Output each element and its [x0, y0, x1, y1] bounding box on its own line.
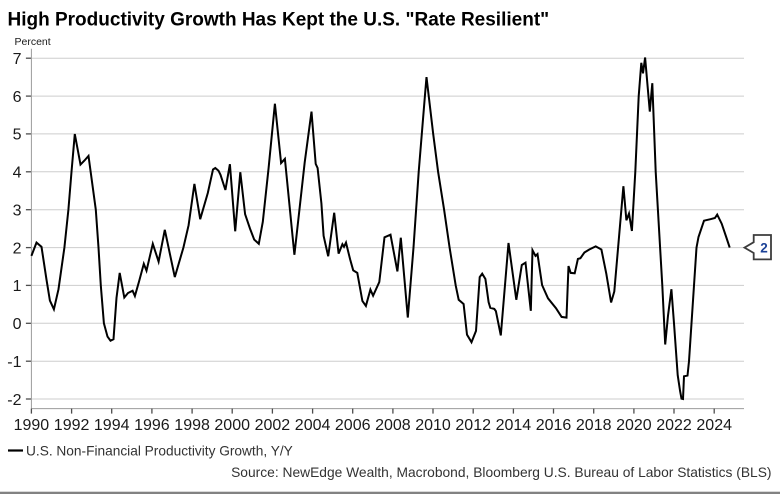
svg-text:1992: 1992: [54, 417, 90, 434]
svg-text:2014: 2014: [496, 417, 532, 434]
svg-text:2010: 2010: [415, 417, 451, 434]
svg-text:2020: 2020: [616, 417, 652, 434]
svg-text:1996: 1996: [134, 417, 170, 434]
svg-text:Source: NewEdge Wealth, Macrob: Source: NewEdge Wealth, Macrobond, Bloom…: [231, 465, 771, 480]
svg-text:1990: 1990: [14, 417, 50, 434]
svg-text:2012: 2012: [455, 417, 491, 434]
svg-text:2008: 2008: [375, 417, 411, 434]
svg-text:2016: 2016: [536, 417, 572, 434]
svg-text:7: 7: [13, 51, 22, 68]
svg-text:2024: 2024: [696, 417, 732, 434]
svg-text:2002: 2002: [255, 417, 291, 434]
svg-text:2000: 2000: [214, 417, 250, 434]
svg-text:2004: 2004: [295, 417, 331, 434]
svg-text:5: 5: [13, 127, 22, 144]
svg-text:2: 2: [13, 240, 22, 257]
svg-text:3: 3: [13, 203, 22, 220]
svg-text:-2: -2: [7, 392, 21, 409]
svg-text:6: 6: [13, 89, 22, 106]
svg-text:2018: 2018: [576, 417, 612, 434]
svg-text:4: 4: [13, 165, 22, 182]
svg-text:1: 1: [13, 278, 22, 295]
svg-text:1998: 1998: [174, 417, 210, 434]
svg-text:1994: 1994: [94, 417, 130, 434]
svg-text:0: 0: [13, 316, 22, 333]
svg-text:2: 2: [760, 240, 768, 255]
svg-text:-1: -1: [7, 354, 21, 371]
svg-text:2022: 2022: [656, 417, 692, 434]
svg-text:Percent: Percent: [15, 36, 51, 48]
svg-text:U.S. Non-Financial Productivit: U.S. Non-Financial Productivity Growth, …: [26, 444, 293, 459]
svg-text:2006: 2006: [335, 417, 371, 434]
svg-text:High Productivity Growth Has K: High Productivity Growth Has Kept the U.…: [8, 10, 550, 31]
